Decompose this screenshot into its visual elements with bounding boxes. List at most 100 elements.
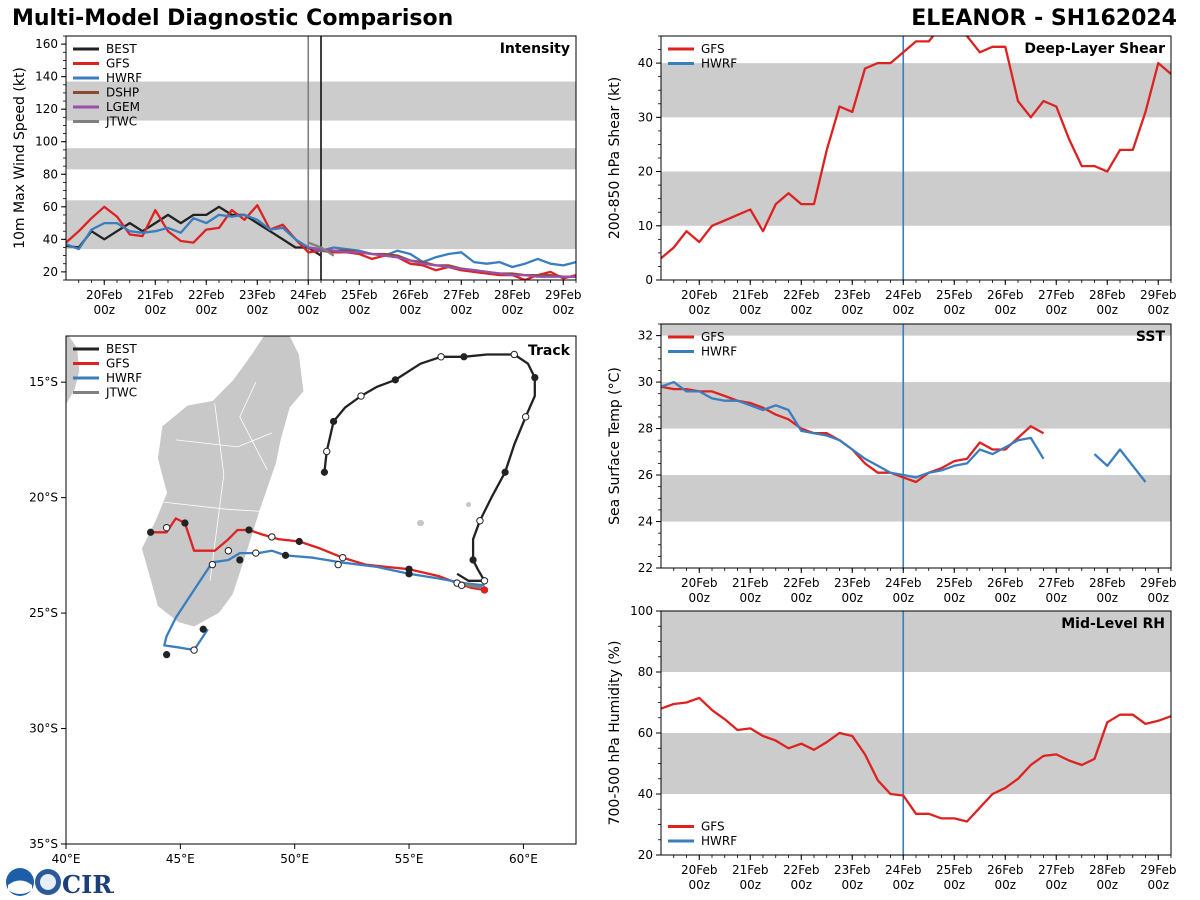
- x-tick-hour: 00z: [144, 303, 166, 317]
- series-line-jtwc: [307, 241, 335, 257]
- x-tick-hour: 00z: [943, 591, 965, 605]
- legend-label-dshp: DSHP: [106, 86, 139, 100]
- x-tick-date: 27Feb: [1038, 576, 1075, 590]
- x-tick-hour: 00z: [688, 878, 710, 892]
- x-tick-hour: 00z: [348, 303, 370, 317]
- legend-label-gfs: GFS: [106, 57, 130, 71]
- y-tick-label: 32: [638, 329, 653, 343]
- track-marker-00z: [469, 556, 477, 564]
- x-tick-date: 25Feb: [936, 863, 973, 877]
- x-tick-hour: 00z: [688, 303, 710, 317]
- legend-label-jtwc: JTWC: [105, 386, 137, 400]
- x-tick-date: 20Feb: [681, 288, 718, 302]
- x-tick-label: 60°E: [509, 852, 538, 866]
- x-tick-date: 23Feb: [834, 288, 871, 302]
- panel-title: SST: [1136, 329, 1166, 345]
- x-tick-label: 55°E: [395, 852, 424, 866]
- track-marker-12z: [480, 577, 489, 585]
- panel-title: Mid-Level RH: [1061, 616, 1165, 632]
- x-tick-date: 22Feb: [783, 863, 820, 877]
- x-tick-label: 50°E: [280, 852, 309, 866]
- axes-frame: [65, 335, 577, 845]
- track-marker-12z: [476, 517, 484, 525]
- panel-rh: 2040608010020Feb00z21Feb00z22Feb00z23Feb…: [607, 604, 1177, 892]
- track-marker-00z: [236, 556, 244, 564]
- madagascar-landmass: [141, 336, 305, 628]
- y-tick-label: 15°S: [29, 375, 58, 389]
- africa-coast: [66, 336, 81, 406]
- panel-track: 40°E 45°E 50°E 55°E 60°E 15°S 20°S 25°S 30°S 35°S…: [29, 335, 577, 866]
- shade-band: [661, 733, 1171, 794]
- y-tick-label: 40: [43, 232, 58, 246]
- y-tick-label: 100: [630, 604, 653, 618]
- y-tick-label: 30°S: [29, 722, 58, 736]
- x-tick-hour: 00z: [1096, 303, 1118, 317]
- land-layer: [66, 336, 472, 628]
- track-marker-00z: [281, 551, 290, 559]
- x-tick-hour: 00z: [841, 303, 863, 317]
- x-tick-hour: 00z: [841, 878, 863, 892]
- y-tick-label: 40: [638, 56, 653, 70]
- x-tick-hour: 00z: [1147, 303, 1169, 317]
- x-tick-date: 29Feb: [1140, 576, 1177, 590]
- x-tick-hour: 00z: [1045, 591, 1067, 605]
- track-marker-12z: [268, 533, 276, 541]
- track-marker-12z: [339, 553, 347, 562]
- x-tick-hour: 00z: [1147, 591, 1169, 605]
- x-tick-date: 21Feb: [732, 288, 769, 302]
- y-tick-label: 20°S: [29, 491, 58, 505]
- x-tick-date: 25Feb: [936, 288, 973, 302]
- track-line-best_tail: [456, 572, 485, 582]
- x-tick-hour: 00z: [994, 878, 1016, 892]
- track-marker-12z: [437, 353, 445, 361]
- x-tick-date: 22Feb: [188, 288, 225, 302]
- legend-label-best: BEST: [106, 342, 137, 356]
- y-tick-label: 0: [645, 273, 653, 287]
- x-tick-hour: 00z: [841, 591, 863, 605]
- series-line-hwrf: [661, 380, 1045, 479]
- x-tick-date: 20Feb: [86, 288, 123, 302]
- x-tick-hour: 00z: [943, 878, 965, 892]
- track-marker-12z: [224, 547, 233, 555]
- shade-band: [661, 171, 1171, 226]
- track-marker-12z: [334, 560, 342, 569]
- x-tick-date: 21Feb: [732, 576, 769, 590]
- legend-label-lgem: LGEM: [106, 100, 140, 114]
- x-tick-date: 20Feb: [681, 863, 718, 877]
- x-tick-date: 24Feb: [885, 288, 922, 302]
- x-tick-hour: 00z: [450, 303, 472, 317]
- x-tick-hour: 00z: [790, 591, 812, 605]
- track-line-hwrf: [163, 549, 485, 652]
- x-tick-hour: 00z: [297, 303, 319, 317]
- x-tick-date: 26Feb: [987, 576, 1024, 590]
- x-tick-hour: 00z: [1045, 878, 1067, 892]
- track-marker-12z: [323, 447, 331, 456]
- x-tick-date: 29Feb: [1140, 863, 1177, 877]
- x-tick-date: 22Feb: [783, 288, 820, 302]
- series-line-gfs: [661, 696, 1171, 823]
- legend-label-gfs: GFS: [701, 42, 725, 56]
- legend-label-gfs: GFS: [106, 357, 130, 371]
- y-tick-label: 60: [638, 726, 653, 740]
- y-axis-label: Sea Surface Temp (°C): [607, 367, 623, 525]
- x-tick-hour: 00z: [994, 303, 1016, 317]
- x-tick-hour: 00z: [790, 878, 812, 892]
- track-marker-00z: [163, 651, 171, 659]
- track-marker-12z: [162, 523, 171, 532]
- y-tick-label: 20: [43, 265, 58, 279]
- x-tick-hour: 00z: [1147, 878, 1169, 892]
- y-tick-label: 22: [638, 561, 653, 575]
- x-tick-label: 40°E: [52, 852, 81, 866]
- track-line-best: [323, 353, 536, 582]
- x-tick-date: 28Feb: [1089, 863, 1126, 877]
- x-tick-date: 25Feb: [341, 288, 378, 302]
- x-tick-hour: 00z: [892, 303, 914, 317]
- x-tick-date: 24Feb: [885, 576, 922, 590]
- admin-border: [239, 382, 268, 471]
- admin-border: [209, 402, 225, 581]
- x-tick-hour: 00z: [943, 303, 965, 317]
- x-tick-date: 24Feb: [290, 288, 327, 302]
- x-tick-date: 23Feb: [239, 288, 276, 302]
- legend-label-hwrf: HWRF: [701, 345, 737, 359]
- cira-wordmark: CIRA: [62, 870, 114, 898]
